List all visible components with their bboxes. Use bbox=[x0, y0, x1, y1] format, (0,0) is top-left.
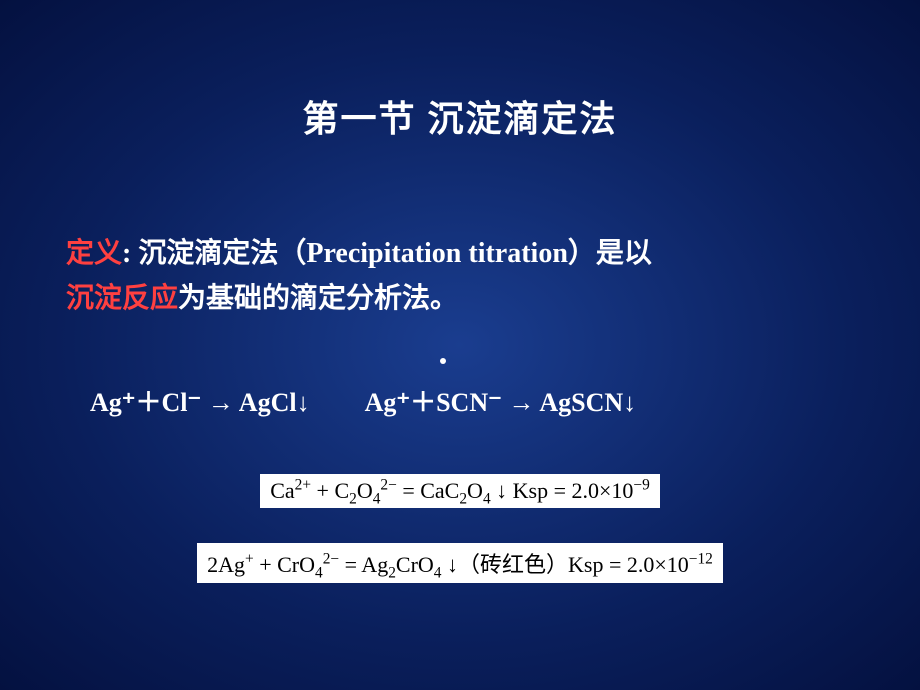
definition-paragraph: 定义: 沉淀滴定法（Precipitation titration）是以 沉淀反… bbox=[66, 232, 860, 322]
section-title: 第一节 沉淀滴定法 bbox=[60, 90, 860, 142]
equation-1: Ca2+ + C2O42− = CaC2O4 ↓ Ksp = 2.0×10−9 bbox=[260, 474, 660, 508]
definition-part2: ）是以 bbox=[568, 238, 652, 269]
definition-part3: 为基础的滴定分析法。 bbox=[178, 283, 458, 314]
slide: 第一节 沉淀滴定法 定义: 沉淀滴定法（Precipitation titrat… bbox=[0, 0, 920, 690]
definition-part1: 沉淀滴定法（ bbox=[138, 238, 306, 269]
definition-english: Precipitation titration bbox=[306, 238, 568, 269]
equation-row-2: 2Ag+ + CrO42− = Ag2CrO4 ↓（砖红色）Ksp = 2.0×… bbox=[60, 543, 860, 583]
definition-colon: : bbox=[122, 238, 138, 269]
reaction-2: Ag⁺＋SCN⁻ → AgSCN↓ bbox=[365, 388, 637, 417]
reaction-1: Ag⁺＋Cl⁻ → AgCl↓ bbox=[90, 388, 310, 417]
center-dot-icon bbox=[440, 358, 446, 364]
equation-row-1: Ca2+ + C2O42− = CaC2O4 ↓ Ksp = 2.0×10−9 bbox=[60, 474, 860, 508]
definition-label: 定义 bbox=[66, 238, 122, 269]
reactions-line: Ag⁺＋Cl⁻ → AgCl↓ Ag⁺＋SCN⁻ → AgSCN↓ bbox=[90, 382, 860, 419]
definition-key: 沉淀反应 bbox=[66, 283, 178, 314]
equation-2: 2Ag+ + CrO42− = Ag2CrO4 ↓（砖红色）Ksp = 2.0×… bbox=[197, 543, 723, 583]
